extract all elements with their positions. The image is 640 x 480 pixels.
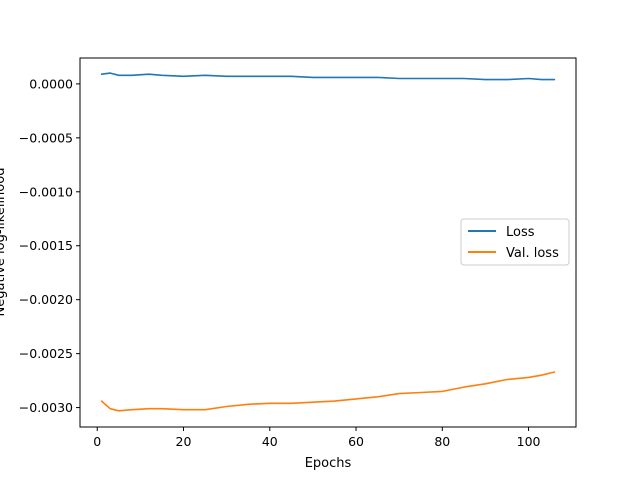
y-axis-label: Negative log-likelihood [0,168,8,317]
series-line-val-loss [100,371,556,412]
y-tick-label: −0.0015 [19,238,73,253]
y-tick-label: −0.0030 [19,400,73,415]
y-tick-label: −0.0010 [19,184,73,199]
legend: Loss Val. loss [460,218,570,266]
x-tick-label: 0 [93,434,101,449]
x-axis-ticks: 0 20 40 60 80 100 [93,427,541,449]
x-tick-label: 20 [176,434,192,449]
x-tick-label: 80 [434,434,450,449]
x-axis-label: Epochs [305,456,352,471]
axes-frame [79,57,577,428]
y-tick-label: −0.0020 [19,292,73,307]
y-axis-ticks: 0.0000 −0.0005 −0.0010 −0.0015 −0.0020 −0.002… [19,76,80,415]
x-tick-label: 40 [262,434,278,449]
x-tick-label: 60 [348,434,364,449]
legend-label-val-loss: Val. loss [506,246,559,261]
plot-area [100,72,556,412]
y-tick-label: −0.0025 [19,346,73,361]
legend-label-loss: Loss [506,225,535,240]
y-tick-label: 0.0000 [29,76,73,91]
x-tick-label: 100 [517,434,541,449]
y-tick-label: −0.0005 [19,130,73,145]
series-line-loss [100,72,556,81]
